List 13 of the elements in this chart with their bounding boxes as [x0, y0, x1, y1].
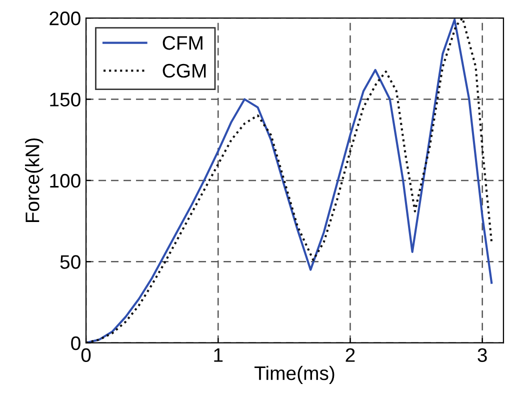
y-tick-label: 200	[50, 12, 80, 26]
y-tick-label: 50	[60, 255, 80, 269]
y-tick-label: 150	[50, 92, 80, 106]
x-axis-title: Time(ms)	[254, 366, 334, 384]
x-tick-label: 1	[214, 348, 223, 362]
y-tick-label: 100	[50, 174, 80, 188]
x-tick-label: 3	[478, 348, 487, 362]
y-axis-title: Force(kN)	[25, 138, 44, 222]
x-tick-label: 0	[81, 348, 91, 362]
legend-label: CGM	[162, 64, 206, 78]
x-tick-label: 2	[346, 348, 355, 362]
legend-label: CFM	[162, 36, 202, 50]
y-tick-label: 0	[71, 336, 80, 350]
